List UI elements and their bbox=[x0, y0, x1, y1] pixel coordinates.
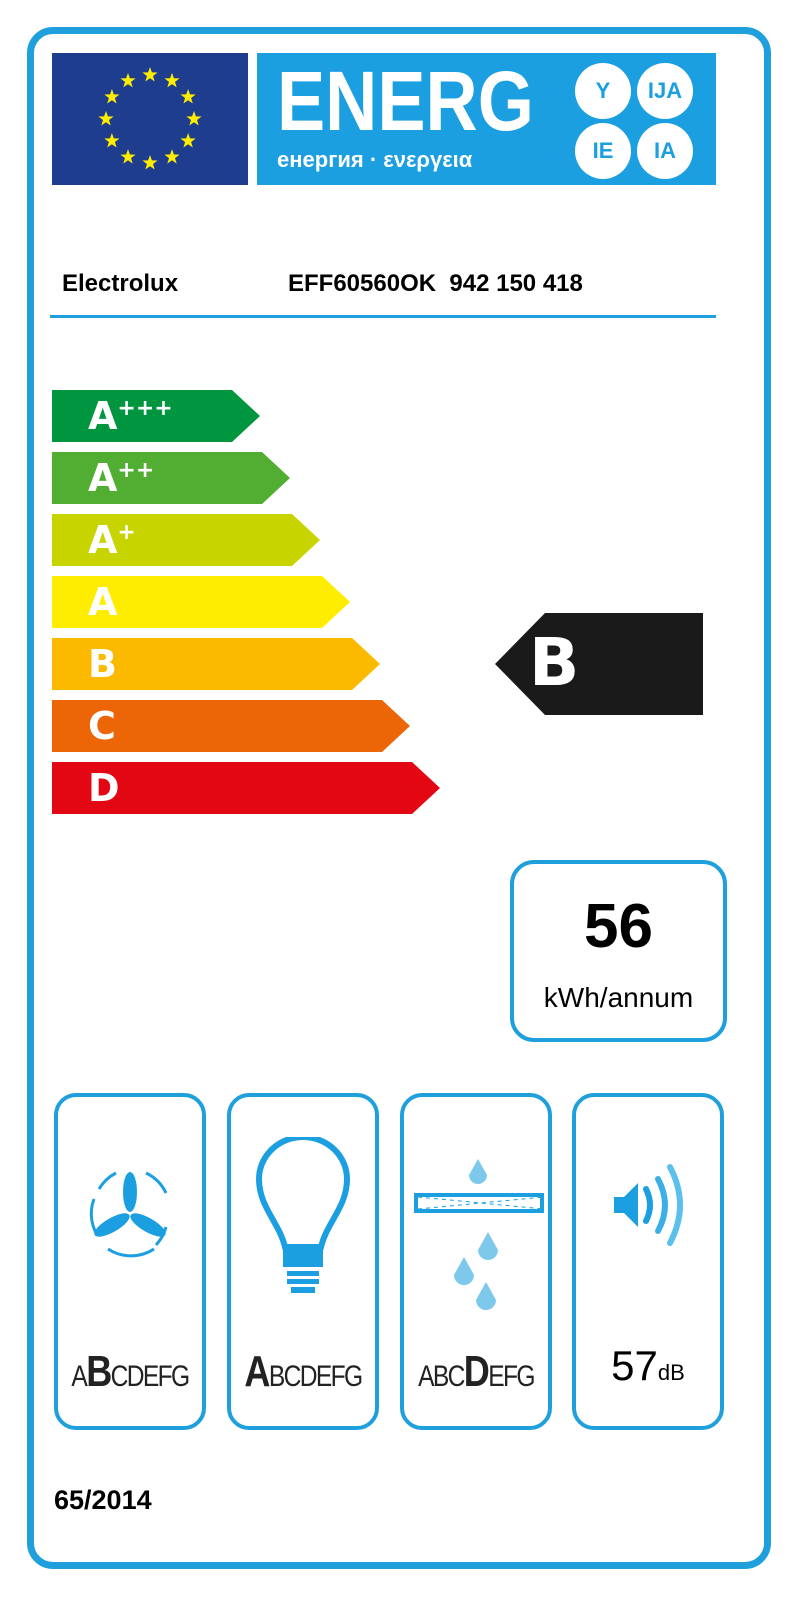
regulation-number: 65/2014 bbox=[54, 1485, 152, 1515]
scale-letter: G bbox=[516, 1360, 535, 1393]
scale-letter: A bbox=[71, 1360, 87, 1393]
lighting-efficiency-box: ABCDEFG bbox=[227, 1093, 379, 1430]
star-icon bbox=[104, 89, 120, 104]
scale-letter: E bbox=[142, 1360, 159, 1393]
selected-class: B bbox=[86, 1347, 112, 1396]
star-icon bbox=[142, 67, 158, 82]
class-label: A+++ bbox=[88, 394, 173, 438]
divider bbox=[50, 315, 716, 318]
fluid-efficiency-box: ABCDEFG bbox=[54, 1093, 206, 1430]
selected-class: A bbox=[244, 1347, 270, 1396]
star-icon bbox=[164, 72, 180, 88]
scale-letter: F bbox=[502, 1360, 518, 1393]
class-arrow-d: D bbox=[52, 762, 442, 814]
noise-unit: dB bbox=[657, 1360, 685, 1385]
scale-letter: C bbox=[110, 1360, 129, 1393]
grease-filter-icon bbox=[414, 1159, 544, 1310]
brand-name: Electrolux bbox=[62, 270, 179, 297]
scale-letter: G bbox=[171, 1360, 190, 1393]
suffix-circle: IE bbox=[575, 123, 631, 179]
noise-value: 57 bbox=[611, 1342, 658, 1389]
eu-stars-icon bbox=[98, 67, 202, 170]
star-icon bbox=[186, 111, 202, 126]
class-label: A+ bbox=[88, 518, 136, 562]
star-icon bbox=[120, 72, 136, 88]
scale-letter: D bbox=[126, 1360, 145, 1393]
scale-letter: B bbox=[432, 1360, 449, 1393]
noise-level: 57dB bbox=[576, 1341, 720, 1398]
fan-icon bbox=[89, 1171, 168, 1258]
label-frame bbox=[27, 27, 771, 1569]
scale-letter: D bbox=[299, 1360, 318, 1393]
consumption-unit: kWh/annum bbox=[543, 982, 694, 1013]
scale-letter: A bbox=[418, 1360, 434, 1393]
class-arrow-a: A bbox=[52, 576, 352, 628]
scale-letter: F bbox=[330, 1360, 346, 1393]
suffix-circle: IA bbox=[637, 123, 693, 179]
scale-letter: C bbox=[447, 1360, 466, 1393]
eu-flag bbox=[52, 53, 248, 185]
noise-box: 57dB bbox=[572, 1093, 724, 1430]
class-label: C bbox=[88, 704, 116, 748]
light-bulb-icon bbox=[255, 1137, 351, 1293]
star-icon bbox=[142, 155, 158, 170]
fluid-efficiency-scale: ABCDEFG bbox=[71, 1347, 190, 1402]
energy-header: ENERG енергия · ενεργεια Y IJA IE IA bbox=[257, 53, 716, 185]
star-icon bbox=[180, 133, 196, 148]
grease-filtering-scale: ABCDEFG bbox=[417, 1347, 535, 1402]
suffix-circle: Y bbox=[575, 63, 631, 119]
scale-letter: E bbox=[315, 1360, 332, 1393]
suffix-circle: IJA bbox=[637, 63, 693, 119]
class-label: D bbox=[88, 766, 120, 810]
class-label: A++ bbox=[88, 456, 155, 500]
scale-letter: E bbox=[488, 1360, 504, 1393]
star-icon bbox=[98, 111, 114, 126]
grease-filtering-box: ABCDEFG bbox=[400, 1093, 552, 1430]
energy-title: ENERG bbox=[277, 54, 534, 148]
scale-letter: C bbox=[283, 1360, 302, 1393]
class-arrow-ap: A+ bbox=[52, 514, 322, 566]
class-arrow-appp: A+++ bbox=[52, 390, 262, 442]
scale-letter: F bbox=[157, 1360, 173, 1393]
consumption-value: 56 bbox=[584, 892, 653, 961]
class-label: B bbox=[88, 642, 117, 686]
speaker-icon bbox=[614, 1164, 683, 1246]
star-icon bbox=[164, 149, 180, 164]
star-icon bbox=[120, 149, 136, 164]
star-icon bbox=[104, 133, 120, 148]
rating-arrow: B bbox=[495, 613, 703, 715]
class-arrow-b: B bbox=[52, 638, 382, 690]
scale-letter: G bbox=[344, 1360, 363, 1393]
rating-class: B bbox=[529, 624, 580, 701]
star-icon bbox=[180, 89, 196, 104]
energy-subtitle: енергия · ενεργεια bbox=[277, 147, 473, 172]
class-arrow-app: A++ bbox=[52, 452, 292, 504]
selected-class: D bbox=[463, 1347, 490, 1396]
model-number: EFF60560OK 942 150 418 bbox=[288, 270, 583, 297]
class-arrow-c: C bbox=[52, 700, 412, 752]
lighting-efficiency-scale: ABCDEFG bbox=[244, 1347, 363, 1402]
scale-letter: B bbox=[268, 1360, 285, 1393]
class-label: A bbox=[88, 580, 118, 624]
consumption-box: 56 kWh/annum bbox=[510, 860, 727, 1042]
